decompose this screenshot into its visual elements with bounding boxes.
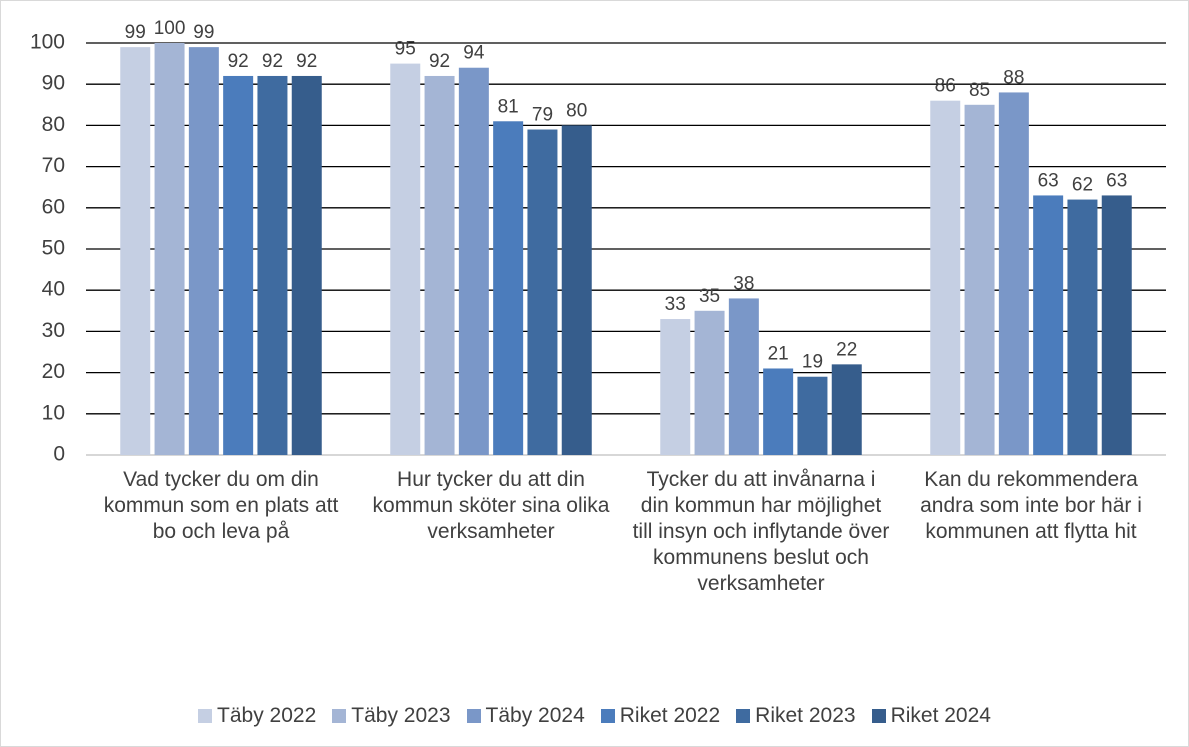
bar: [831, 364, 862, 455]
value-label: 21: [768, 343, 789, 364]
legend-swatch: [871, 709, 886, 723]
bar: [390, 63, 421, 455]
value-label: 94: [463, 43, 485, 64]
bar: [964, 104, 995, 456]
legend-label: Riket 2024: [890, 704, 991, 727]
value-label: 35: [699, 286, 720, 307]
legend-swatch: [600, 709, 615, 723]
y-tick-label: 70: [42, 154, 65, 177]
legend-swatch: [332, 709, 347, 723]
bar: [1101, 195, 1132, 455]
value-label: 79: [532, 105, 553, 126]
legend: Täby 2022 Täby 2023 Täby 2024 Riket 2022 Rik…: [1, 704, 1188, 728]
value-label: 85: [969, 80, 990, 101]
value-label: 86: [935, 76, 956, 97]
bar: [728, 298, 759, 455]
legend-label: Riket 2023: [755, 704, 856, 727]
y-tick-label: 0: [53, 443, 65, 466]
legend-item: Riket 2022: [600, 704, 721, 728]
bar: [763, 368, 794, 455]
value-label: 99: [125, 22, 146, 43]
value-label: 92: [429, 51, 450, 72]
legend-item: Täby 2022: [198, 704, 316, 728]
bar: [998, 92, 1029, 455]
legend-item: Riket 2023: [736, 704, 856, 728]
value-label: 81: [498, 96, 519, 117]
value-label: 99: [193, 22, 214, 43]
value-label: 62: [1072, 175, 1093, 196]
legend-label: Riket 2022: [619, 704, 721, 727]
legend-item: Riket 2024: [871, 704, 991, 728]
bar: [458, 67, 489, 455]
y-tick-label: 50: [42, 237, 65, 260]
y-tick-label: 60: [42, 195, 65, 218]
value-label: 100: [154, 18, 186, 39]
bar: [1033, 195, 1064, 455]
y-tick-label: 30: [42, 319, 65, 342]
bar: [424, 75, 455, 456]
bar: [797, 376, 828, 455]
bar: [223, 75, 254, 456]
value-label: 80: [566, 100, 587, 121]
bar: [930, 100, 961, 456]
value-label: 92: [228, 51, 249, 72]
value-label: 63: [1038, 170, 1059, 191]
y-tick-label: 20: [42, 360, 65, 383]
value-label: 38: [733, 273, 754, 294]
bar: [1067, 199, 1098, 455]
legend-swatch: [198, 709, 213, 723]
bar: [120, 47, 151, 456]
bar: [694, 310, 725, 455]
legend-item: Täby 2024: [466, 704, 585, 728]
value-label: 95: [395, 39, 416, 60]
legend-label: Täby 2024: [485, 704, 585, 727]
bar: [527, 129, 558, 455]
bar: [660, 319, 691, 455]
value-label: 33: [665, 294, 686, 315]
y-tick-label: 10: [42, 401, 65, 424]
y-tick-label: 90: [42, 72, 65, 95]
y-tick-label: 100: [30, 31, 65, 54]
value-label: 88: [1003, 67, 1024, 88]
legend-swatch: [466, 709, 481, 723]
bar: [291, 75, 322, 456]
bar: [257, 75, 288, 456]
value-label: 92: [262, 51, 283, 72]
value-label: 92: [296, 51, 317, 72]
legend-label: Täby 2022: [217, 704, 317, 727]
value-label: 63: [1106, 170, 1127, 191]
bar: [154, 43, 185, 455]
x-tick-label: Tycker du att invånarna i din kommun har…: [632, 468, 890, 595]
bar: [561, 125, 592, 456]
y-tick-label: 80: [42, 113, 65, 136]
bar: [493, 121, 524, 455]
legend-swatch: [736, 709, 751, 723]
legend-label: Täby 2023: [351, 704, 451, 727]
x-tick-label: Hur tycker du att din kommun sköter sina…: [372, 468, 610, 543]
legend-item: Täby 2023: [332, 704, 451, 728]
y-tick-label: 40: [42, 278, 65, 301]
x-tick-label: Kan du rekommendera andra som inte bor h…: [920, 468, 1142, 543]
value-label: 19: [802, 352, 823, 373]
value-label: 22: [836, 339, 857, 360]
bar: [188, 47, 219, 456]
x-tick-label: Vad tycker du om din kommun som en plats…: [103, 468, 339, 543]
